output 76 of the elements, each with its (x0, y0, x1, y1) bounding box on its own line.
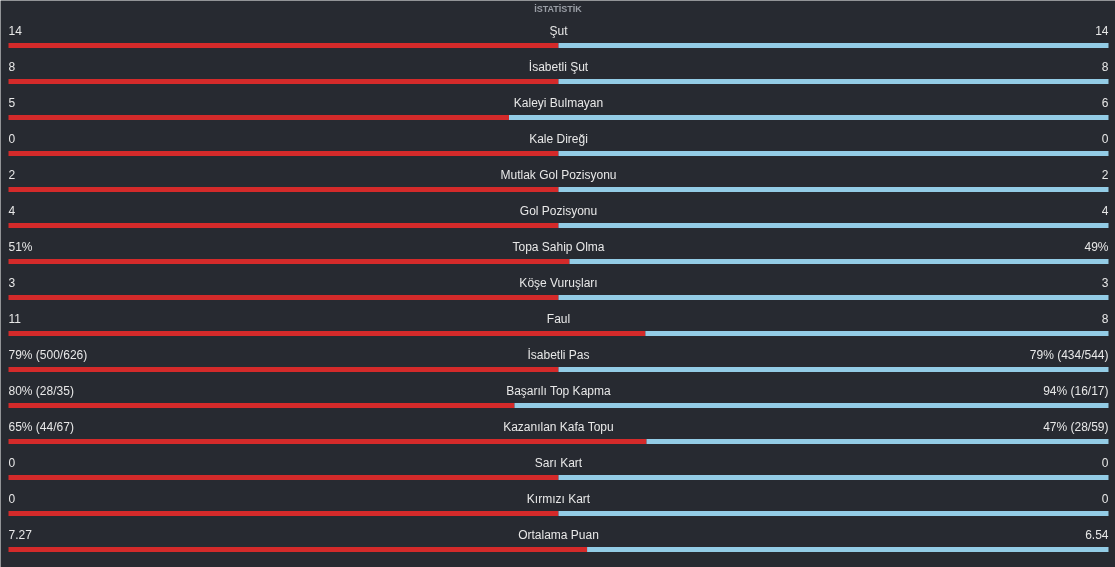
y-tick-label: Kazanılan Kafa Topu (503, 419, 614, 434)
annotation: 0 (8, 492, 16, 506)
annotation: 8 (1101, 312, 1109, 326)
chart-title: İSTATİSTİK (534, 3, 583, 14)
bar (646, 439, 1109, 444)
y-tick-label: Kaleyi Bulmayan (513, 95, 604, 110)
bar (8, 475, 559, 480)
annotation: 8 (8, 60, 16, 74)
bar (8, 259, 570, 264)
annotation: 8 (1101, 60, 1109, 74)
bar (558, 79, 1109, 84)
bar (8, 79, 559, 84)
bar (558, 511, 1109, 516)
y-tick-label: Topa Sahip Olma (512, 239, 605, 254)
bar (558, 475, 1109, 480)
bar (558, 187, 1109, 192)
y-tick-label: İsabetli Pas (527, 347, 590, 362)
bar (558, 151, 1109, 156)
annotation: 7.27 (8, 528, 33, 542)
bar (645, 331, 1109, 336)
y-tick-label: Şut (549, 23, 569, 38)
y-tick-label: İsabetli Şut (528, 59, 589, 74)
bar (509, 115, 1109, 120)
y-tick-label: Ortalama Puan (518, 527, 599, 542)
bar (8, 295, 559, 300)
bar (558, 295, 1109, 300)
bar (8, 439, 647, 444)
annotation: 0 (1101, 456, 1109, 470)
annotation: 51% (8, 239, 33, 254)
annotation: 0 (8, 132, 16, 146)
annotation: 0 (8, 456, 16, 470)
annotation: 11 (8, 312, 22, 326)
y-tick-label: Başarılı Top Kapma (506, 383, 611, 398)
bar (8, 403, 515, 408)
annotation: 14 (1095, 24, 1109, 38)
y-tick-label: Faul (546, 311, 571, 326)
bar (8, 115, 509, 120)
bar (8, 151, 559, 156)
annotation: 94% (16/17) (1043, 383, 1109, 398)
annotation: 6 (1101, 96, 1109, 110)
annotation: 49% (1084, 239, 1109, 254)
annotation: 79% (434/544) (1029, 347, 1109, 362)
bar (8, 547, 588, 552)
annotation: 2 (8, 168, 16, 182)
y-tick-label: Kırmızı Kart (526, 491, 591, 506)
annotation: 2 (1101, 168, 1109, 182)
bar (558, 223, 1109, 228)
annotation: 3 (1101, 276, 1109, 290)
y-tick-label: Mutlak Gol Pozisyonu (500, 167, 617, 182)
annotation: 3 (8, 276, 16, 290)
annotation: 80% (28/35) (8, 383, 74, 398)
annotation: 6.54 (1085, 528, 1109, 542)
y-tick-label: Sarı Kart (534, 455, 583, 470)
annotation: 0 (1101, 492, 1109, 506)
bar (587, 547, 1109, 552)
annotation: 5 (8, 96, 16, 110)
y-tick-label: Köşe Vuruşları (519, 275, 598, 290)
bar (8, 43, 559, 48)
bar (558, 43, 1109, 48)
bar (8, 511, 559, 516)
bar (558, 367, 1109, 372)
annotation: 14 (8, 24, 23, 38)
annotation: 47% (28/59) (1043, 419, 1109, 434)
bar (8, 331, 646, 336)
bar (8, 223, 559, 228)
bar (8, 367, 559, 372)
bar (8, 187, 559, 192)
annotation: 65% (44/67) (8, 419, 74, 434)
bar (514, 403, 1109, 408)
bar (569, 259, 1109, 264)
y-tick-label: Gol Pozisyonu (519, 203, 598, 218)
annotation: 79% (500/626) (8, 347, 88, 362)
y-tick-label: Kale Direği (529, 131, 588, 146)
annotation: 4 (1101, 204, 1109, 218)
annotation: 4 (8, 204, 16, 218)
annotation: 0 (1101, 132, 1109, 146)
